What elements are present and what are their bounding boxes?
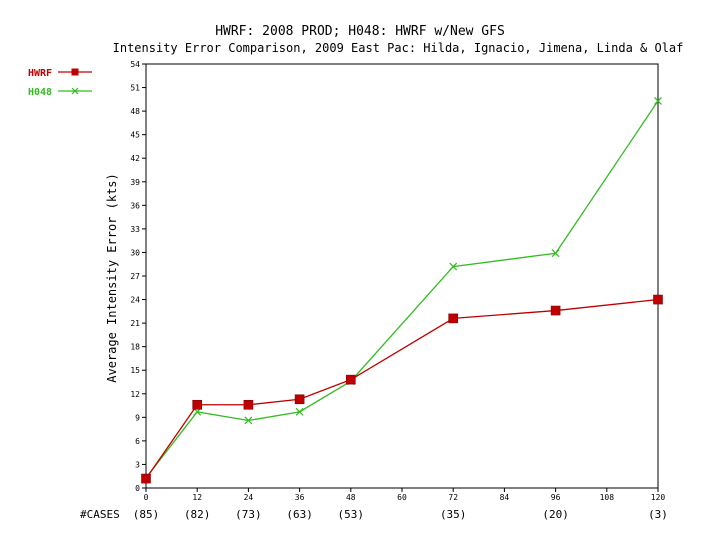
case-count-label: (20) <box>542 508 569 521</box>
y-tick-label: 42 <box>130 154 140 163</box>
data-point-hwrf <box>653 294 663 305</box>
x-tick-label: 72 <box>448 493 458 502</box>
plot-frame <box>145 63 659 489</box>
x-tick-label: 96 <box>551 493 561 502</box>
case-count-label: (73) <box>235 508 262 521</box>
x-tick-label: 48 <box>346 493 356 502</box>
data-point-hwrf <box>550 305 561 316</box>
y-tick-label: 3 <box>135 460 140 469</box>
data-point-hwrf <box>294 394 305 405</box>
y-tick-label: 9 <box>135 413 140 422</box>
data-point-hwrf <box>448 313 459 324</box>
cases-row-label: #CASES <box>80 508 120 521</box>
y-tick-label: 48 <box>130 107 140 116</box>
chart-subtitle: Intensity Error Comparison, 2009 East Pa… <box>112 41 684 55</box>
y-tick-label: 21 <box>130 319 140 328</box>
legend-label-hwrf: HWRF <box>28 68 52 79</box>
case-count-label: (35) <box>440 508 467 521</box>
data-point-hwrf <box>345 374 356 385</box>
data-point-hwrf <box>243 399 254 410</box>
y-tick-label: 36 <box>130 201 140 210</box>
data-point-h048 <box>654 96 662 105</box>
x-tick-label: 24 <box>244 493 254 502</box>
y-tick-label: 30 <box>130 248 140 257</box>
y-tick-label: 24 <box>130 296 140 305</box>
y-tick-label: 12 <box>130 390 140 399</box>
y-tick-label: 15 <box>130 366 140 375</box>
series-line-hwrf <box>145 298 659 479</box>
series-line-h048 <box>145 100 659 479</box>
y-tick-label: 0 <box>135 484 140 493</box>
data-point-h048 <box>244 416 253 425</box>
data-point-hwrf <box>192 399 202 410</box>
y-tick-label: 45 <box>130 131 140 140</box>
y-tick-label: 54 <box>130 60 140 69</box>
x-tick-label: 0 <box>144 493 149 502</box>
x-tick-label: 36 <box>295 493 305 502</box>
y-tick-label: 18 <box>130 343 140 352</box>
x-tick-label: 12 <box>192 493 202 502</box>
case-count-label: (82) <box>184 508 211 521</box>
legend-label-h048: H048 <box>28 87 52 98</box>
y-tick-label: 39 <box>130 178 140 187</box>
legend-marker-hwrf <box>71 68 79 76</box>
y-tick-label: 51 <box>130 84 140 93</box>
chart-title: HWRF: 2008 PROD; H048: HWRF w/New GFS <box>215 24 505 39</box>
data-point-hwrf <box>141 473 151 484</box>
case-count-label: (63) <box>286 508 313 521</box>
data-point-h048 <box>449 262 458 271</box>
data-point-h048 <box>295 407 304 416</box>
x-tick-label: 60 <box>397 493 407 502</box>
y-tick-label: 27 <box>130 272 140 281</box>
y-tick-label: 6 <box>135 437 140 446</box>
y-tick-label: 33 <box>130 225 140 234</box>
legend-marker-h048 <box>71 87 79 95</box>
case-count-label: (3) <box>648 508 668 521</box>
x-tick-label: 84 <box>500 493 510 502</box>
data-point-h048 <box>551 249 560 258</box>
x-tick-label: 108 <box>600 493 615 502</box>
case-count-label: (85) <box>133 508 160 521</box>
case-count-label: (53) <box>338 508 365 521</box>
x-tick-label: 120 <box>651 493 666 502</box>
y-axis-label: Average Intensity Error (kts) <box>105 173 119 383</box>
